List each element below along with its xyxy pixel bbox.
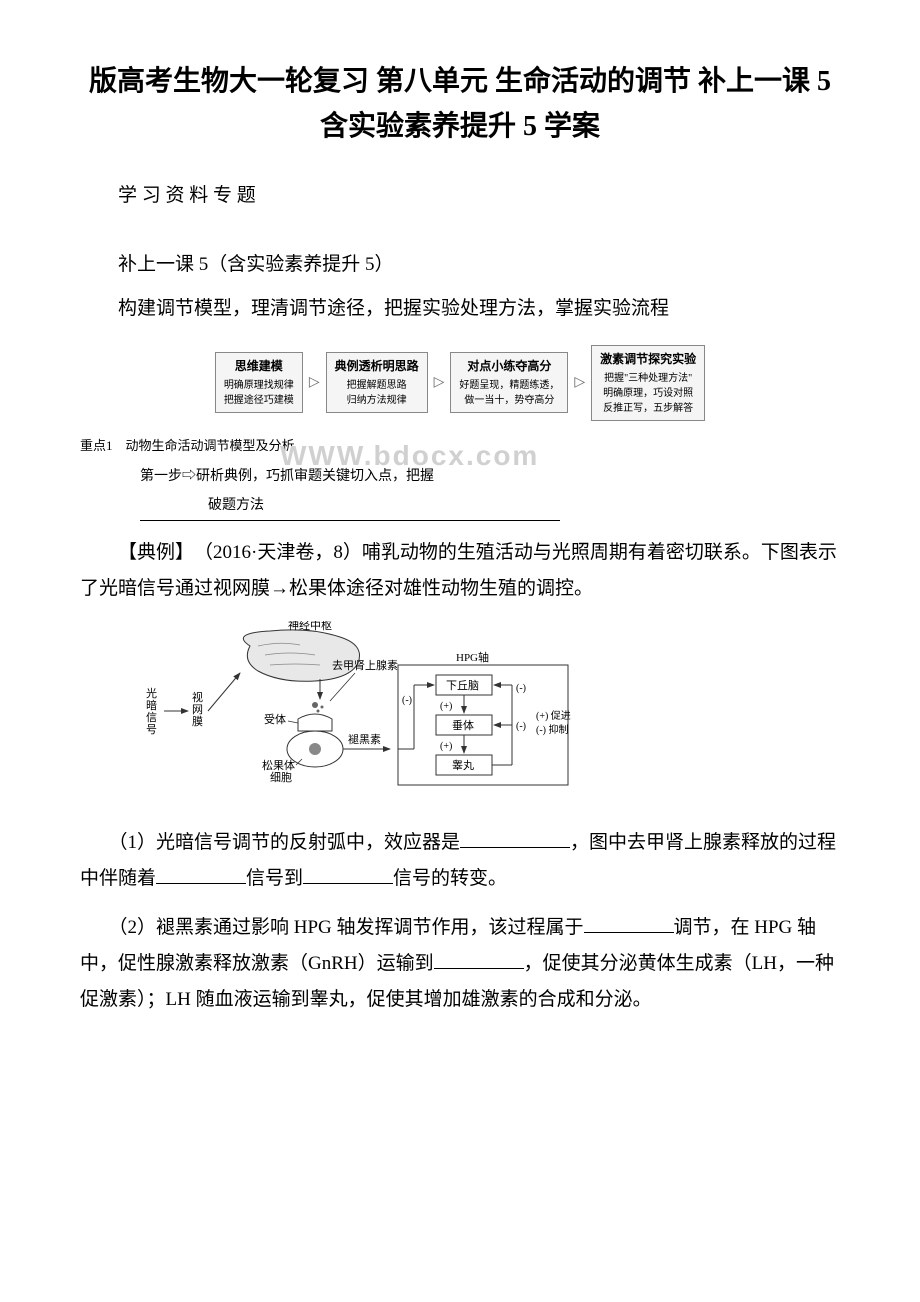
q1-mid2: 信号到 [246,868,303,889]
info-box-4-text3: 反推正写，五步解答 [600,401,696,416]
diagram-label-testis: 睾丸 [452,758,474,772]
info-box-2-text2: 归纳方法规律 [335,393,419,408]
diagram-label-light: 光 [146,686,157,700]
svg-text:信: 信 [146,711,157,724]
document-title: 版高考生物大一轮复习 第八单元 生命活动的调节 补上一课 5 含实验素养提升 5… [80,60,840,150]
info-box-2-title: 典例透析明思路 [335,357,419,375]
diagram-label-retina: 视 [192,690,203,704]
question-2: （2）褪黑素通过影响 HPG 轴发挥调节作用，该过程属于调节，在 HPG 轴中，… [80,910,840,1018]
info-box-1: 思维建模 明确原理找规律 把握途径巧建模 [215,352,303,413]
info-box-4: 激素调节探究实验 把握"三种处理方法" 明确原理，巧设对照 反推正写，五步解答 [591,345,705,421]
q2-blank-2 [434,950,524,969]
info-box-2-text1: 把握解题思路 [335,378,419,393]
step-line-1: 第一步⇨研析典例，巧抓审题关键切入点，把握 [140,464,840,489]
svg-text:细胞: 细胞 [270,771,292,784]
info-box-4-title: 激素调节探究实验 [600,350,696,368]
info-box-4-text1: 把握"三种处理方法" [600,371,696,386]
diagram-label-noradrenaline: 去甲肾上腺素 [332,658,398,672]
q2-blank-1 [584,914,674,933]
diagram-plus-2: (+) [440,741,452,752]
info-box-3-title: 对点小练夺高分 [459,357,559,375]
q1-prefix: （1）光暗信号调节的反射弧中，效应器是 [80,832,460,853]
diagram-minus-2: (-) [516,683,526,694]
q1-blank-1 [460,829,570,848]
diagram-label-hypothalamus: 下丘脑 [446,679,479,692]
info-box-2: 典例透析明思路 把握解题思路 归纳方法规律 [326,352,428,413]
q1-suffix: 信号的转变。 [393,868,507,889]
diagram-minus-3: (-) [516,721,526,732]
info-box-1-text2: 把握途径巧建模 [224,393,294,408]
diagram-label-center: 神经中枢 [288,621,332,632]
info-box-3: 对点小练夺高分 好题呈现，精题练透， 做一当十，势夺高分 [450,352,568,413]
diagram-legend-inhibit: (-) 抑制 [536,723,569,736]
svg-text:号: 号 [146,723,157,736]
info-box-4-text2: 明确原理，巧设对照 [600,386,696,401]
info-box-3-text1: 好题呈现，精题练透， [459,378,559,393]
svg-text:膜: 膜 [192,715,203,728]
diagram-legend-promote: (+) 促进 [536,709,571,722]
section-heading-1: 补上一课 5（含实验素养提升 5） [80,247,840,283]
info-box-3-text2: 做一当十，势夺高分 [459,393,559,408]
diagram-label-melatonin: 褪黑素 [348,732,381,746]
hpg-axis-diagram: 神经中枢 光 暗 信 号 视 网 膜 去甲肾上腺素 受体 松果体 细胞 褪黑素 … [140,621,840,811]
q1-blank-3 [303,865,393,884]
document-subtitle: 学 习 资 料 专 题 [80,180,840,207]
box-arrow-1: ▷ [307,374,322,391]
svg-text:网: 网 [192,704,203,716]
step-line-2: 破题方法 [208,493,840,518]
step-underline [140,520,560,521]
diagram-label-axis: HPG轴 [456,650,489,664]
box-arrow-2: ▷ [432,374,447,391]
info-box-1-title: 思维建模 [224,357,294,375]
diagram-label-pineal: 松果体 [262,758,295,772]
diagram-label-pituitary: 垂体 [452,718,474,732]
section-heading-2: 构建调节模型，理清调节途径，把握实验处理方法，掌握实验流程 [80,291,840,327]
info-boxes-row: 思维建模 明确原理找规律 把握途径巧建模 ▷ 典例透析明思路 把握解题思路 归纳… [80,345,840,421]
key-point-label: 重点1 动物生命活动调节模型及分析 [80,435,840,454]
diagram-label-receptor: 受体 [264,712,286,726]
q1-blank-2 [156,865,246,884]
example-intro: 【典例】 （2016·天津卷，8）哺乳动物的生殖活动与光照周期有着密切联系。下图… [80,535,840,607]
diagram-minus-1: (-) [402,695,412,706]
svg-text:暗: 暗 [146,698,157,712]
question-1: （1）光暗信号调节的反射弧中，效应器是，图中去甲肾上腺素释放的过程中伴随着信号到… [80,825,840,897]
box-arrow-3: ▷ [572,374,587,391]
info-box-1-text1: 明确原理找规律 [224,378,294,393]
q2-prefix: （2）褪黑素通过影响 HPG 轴发挥调节作用，该过程属于 [80,917,584,938]
diagram-plus-1: (+) [440,701,452,712]
